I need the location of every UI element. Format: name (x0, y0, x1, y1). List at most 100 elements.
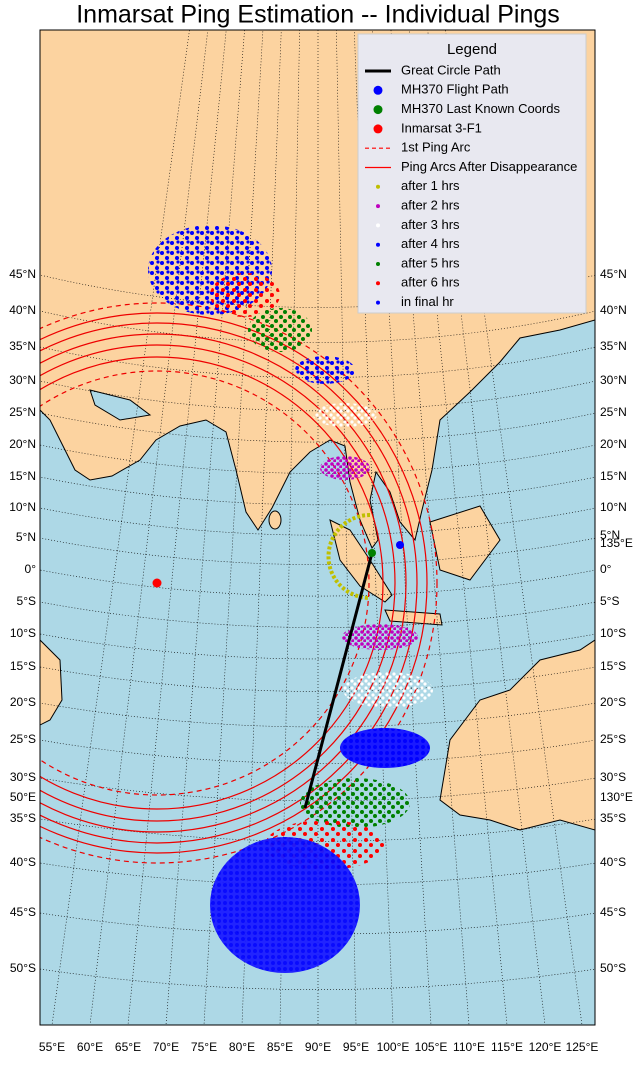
great-circle-path (303, 552, 374, 809)
right-label: 25°N (600, 405, 627, 419)
legend-marker (373, 124, 383, 134)
legend-label: after 1 hrs (401, 178, 460, 193)
right-label: 45°N (600, 267, 627, 281)
left-label: 25°S (10, 732, 36, 746)
legend-label: Great Circle Path (401, 62, 501, 77)
title: Inmarsat Ping Estimation -- Individual P… (76, 1, 560, 29)
left-label: 15°S (10, 659, 36, 673)
bottom-label: 60°E (77, 1040, 103, 1054)
legend-marker (376, 242, 380, 247)
right-label: 10°N (600, 500, 627, 514)
legend-marker (376, 300, 380, 305)
right-label: 15°S (600, 659, 626, 673)
bottom-label: 105°E (415, 1040, 448, 1054)
map-frame (39, 29, 596, 1026)
legend-marker (376, 223, 380, 228)
left-label: 50°E (10, 790, 36, 804)
meridian (390, 30, 470, 1025)
right-label: 20°N (600, 437, 627, 451)
axis-labels: 45°N 40°N 35°N 30°N 25°N 20°N 15°N 10°N 5°N 0° 5°S… (9, 267, 633, 1054)
left-label: 45°N (9, 267, 36, 281)
right-label: 15°N (600, 469, 627, 483)
meridian (165, 30, 245, 1025)
right-label: 10°S (600, 626, 626, 640)
ping-clouds (148, 225, 433, 973)
legend-label: after 2 hrs (401, 198, 460, 213)
legend-marker (376, 204, 380, 209)
meridian (51, 30, 190, 1025)
legend-label: after 4 hrs (401, 236, 460, 251)
right-label: 35°S (600, 811, 626, 825)
legend-marker (373, 85, 383, 95)
legend-marker (376, 281, 380, 286)
bottom-label: 85°E (267, 1040, 293, 1054)
meridian (409, 30, 508, 1025)
left-label: 20°S (10, 695, 36, 709)
left-label: 30°N (9, 373, 36, 387)
left-label: 35°N (9, 339, 36, 353)
left-label: 20°N (9, 437, 36, 451)
right-label: 5°S (600, 594, 619, 608)
flight-path-point (396, 541, 404, 549)
meridian (241, 30, 282, 1025)
right-label: 25°S (600, 732, 626, 746)
left-label: 5°N (16, 530, 36, 544)
meridian (127, 30, 227, 1025)
bottom-label: 75°E (191, 1040, 217, 1054)
ping-arcs (40, 302, 438, 864)
legend-label: Inmarsat 3-F1 (401, 120, 482, 135)
right-label: 35°N (600, 339, 627, 353)
right-label: 30°S (600, 770, 626, 784)
legend-box (357, 33, 587, 314)
left-label: 45°S (10, 905, 36, 919)
legend-label: MH370 Flight Path (401, 82, 509, 97)
bottom-label: 90°E (305, 1040, 331, 1054)
left-label: 35°S (10, 811, 36, 825)
left-label: 50°S (10, 961, 36, 975)
left-label: 10°S (10, 626, 36, 640)
meridian (353, 30, 394, 1025)
left-label: 30°S (10, 770, 36, 784)
legend-label: after 3 hrs (401, 217, 460, 232)
inmarsat-satellite (152, 578, 162, 588)
legend-label: in final hr (401, 294, 454, 309)
legend-label: after 6 hrs (401, 275, 460, 290)
legend-title: Legend (447, 41, 497, 58)
left-label: 5°S (17, 594, 36, 608)
left-label: 40°N (9, 303, 36, 317)
meridian (89, 30, 209, 1025)
left-label: 40°S (10, 855, 36, 869)
left-label: 10°N (9, 500, 36, 514)
right-label: 30°N (600, 373, 627, 387)
legend-label: MH370 Last Known Coords (401, 101, 560, 116)
bottom-label: 65°E (115, 1040, 141, 1054)
legend-label: after 5 hrs (401, 255, 460, 270)
bottom-label: 95°E (343, 1040, 369, 1054)
legend-marker (376, 262, 380, 266)
legend-label: Ping Arcs After Disappearance (401, 159, 577, 174)
bottom-label: 55°E (39, 1040, 65, 1054)
bottom-label: 80°E (229, 1040, 255, 1054)
right-label: 40°N (600, 303, 627, 317)
bottom-label: 100°E (377, 1040, 410, 1054)
bottom-label: 110°E (453, 1040, 485, 1054)
right-label: 130°E (600, 790, 633, 804)
bottom-label: 115°E (491, 1040, 523, 1054)
left-label: 0° (25, 562, 37, 576)
legend-marker (373, 105, 383, 115)
right-label: 50°S (600, 961, 626, 975)
last-known-coords (368, 549, 376, 557)
legend-label: 1st Ping Arc (401, 140, 471, 155)
right-label: 0° (600, 562, 612, 576)
legend-marker (376, 184, 380, 189)
legend: Legend Great Circle Path MH370 Flight Pat… (357, 33, 587, 314)
bottom-label: 120°E (529, 1040, 562, 1054)
left-label: 15°N (9, 469, 36, 483)
right-label: 135°E (600, 536, 633, 550)
right-label: 5°N (600, 528, 620, 542)
right-label: 20°S (600, 695, 626, 709)
bottom-label: 70°E (153, 1040, 179, 1054)
right-label: 40°S (600, 855, 626, 869)
